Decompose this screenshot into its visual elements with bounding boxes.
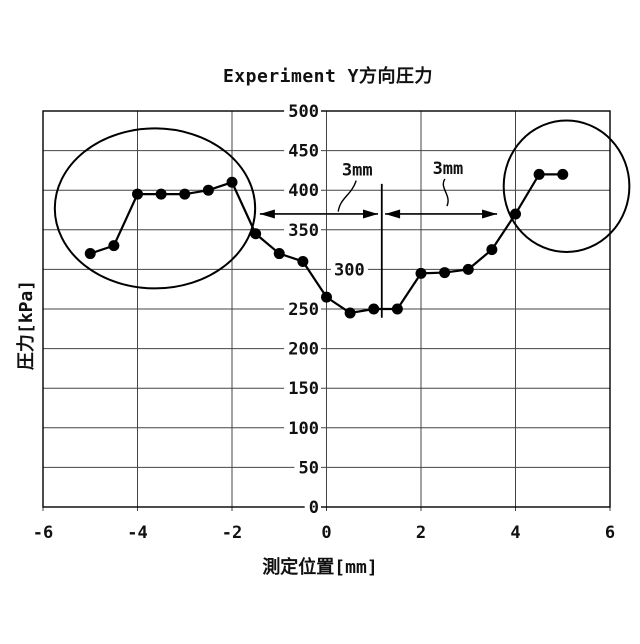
- tick-label-bg: [284, 378, 321, 398]
- arrowhead-icon: [259, 209, 275, 219]
- highlight-ellipse: [53, 127, 257, 290]
- x-tick-label: -2: [222, 523, 242, 543]
- y-tick-label: 500: [288, 102, 319, 122]
- y-tick-label: 250: [288, 300, 319, 320]
- data-point: [415, 267, 427, 279]
- arrowhead-icon: [385, 209, 401, 219]
- data-point: [202, 184, 214, 196]
- data-point: [132, 188, 143, 200]
- data-point: [321, 291, 332, 303]
- tick-label-bg: [284, 299, 321, 319]
- data-point: [297, 255, 309, 267]
- data-point: [486, 244, 498, 256]
- data-point: [557, 168, 569, 180]
- y-tick-label: 100: [288, 419, 319, 439]
- y-tick-label: 50: [299, 458, 319, 478]
- arrowhead-icon: [363, 209, 379, 219]
- y-tick-label: 0: [309, 498, 319, 518]
- plot-border: [42, 110, 611, 508]
- x-tick-label: -6: [33, 523, 53, 543]
- x-tick-label: 2: [416, 523, 426, 543]
- y-tick-label: 150: [288, 379, 319, 399]
- leader-squiggle: [337, 180, 357, 212]
- tick-label-bg: [331, 259, 368, 279]
- y-tick-label: 350: [288, 221, 319, 241]
- highlight-ellipse: [502, 119, 631, 253]
- tick-label-bg: [284, 141, 321, 161]
- chart-title: Experiment Y方向圧力: [222, 66, 434, 87]
- leader-squiggle: [442, 178, 449, 207]
- data-point: [344, 307, 356, 319]
- tick-label-bg: [284, 339, 321, 359]
- data-point: [226, 176, 238, 188]
- data-point: [179, 188, 191, 200]
- x-axis-title: 測定位置[mm]: [262, 557, 378, 578]
- data-point: [108, 240, 120, 252]
- data-point: [439, 267, 451, 279]
- tick-label-bg: [294, 457, 321, 477]
- arrowhead-icon: [482, 209, 498, 219]
- tick-label-bg: [304, 497, 321, 517]
- data-point: [155, 188, 167, 200]
- tick-label-bg: [284, 418, 321, 438]
- data-point: [250, 228, 262, 240]
- x-tick-label: 0: [321, 523, 331, 543]
- tick-label-bg: [284, 180, 321, 200]
- data-point: [273, 248, 285, 260]
- x-tick-label: 4: [510, 523, 520, 543]
- tick-label-bg: [284, 220, 321, 240]
- data-point: [391, 303, 403, 315]
- data-point: [510, 208, 521, 220]
- data-point: [84, 248, 96, 260]
- span-label: 3mm: [433, 159, 464, 179]
- data-point: [368, 303, 380, 315]
- y-tick-label: 400: [288, 181, 319, 201]
- span-label: 3mm: [342, 161, 373, 181]
- x-tick-label: 6: [605, 523, 615, 543]
- y-axis-title: 圧力[kPa]: [16, 279, 37, 371]
- y-tick-label: 200: [288, 340, 319, 360]
- data-point: [462, 263, 474, 275]
- y-tick-label: 450: [288, 142, 319, 162]
- y-tick-label: 300: [334, 260, 365, 280]
- x-tick-label: -4: [127, 523, 147, 543]
- data-point: [533, 168, 545, 180]
- tick-label-bg: [284, 101, 321, 121]
